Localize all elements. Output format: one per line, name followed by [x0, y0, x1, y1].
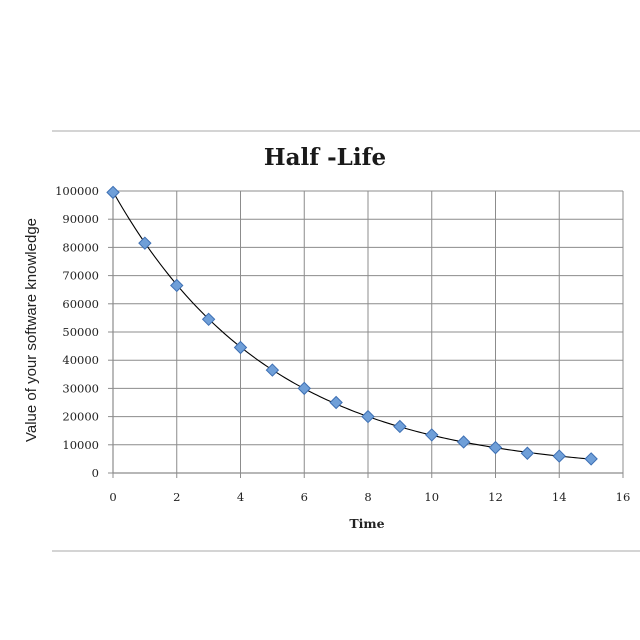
y-tick-label: 10000	[62, 438, 99, 452]
axes	[108, 190, 624, 478]
data-points	[106, 185, 598, 466]
x-tick-labels: 0 2 4 6 8 10 12 14 16	[109, 490, 630, 504]
data-point	[138, 236, 152, 250]
data-point	[170, 278, 184, 293]
trendline	[112, 191, 592, 460]
x-tick-label: 4	[237, 490, 244, 504]
data-point	[425, 428, 439, 442]
x-tick-label: 8	[364, 490, 371, 504]
x-axis-label: Time	[349, 516, 384, 531]
x-tick-label: 6	[301, 490, 308, 504]
x-tick-label: 2	[173, 490, 180, 504]
y-tick-label: 80000	[62, 240, 99, 254]
y-tick-label: 20000	[62, 410, 99, 424]
data-point	[297, 381, 311, 396]
y-tick-label: 70000	[62, 269, 99, 283]
x-tick-label: 12	[488, 490, 503, 504]
x-tick-label: 16	[616, 490, 631, 504]
x-tick-label: 14	[552, 490, 567, 504]
data-point	[393, 419, 407, 434]
data-point	[584, 452, 598, 466]
x-tick-label: 10	[424, 490, 439, 504]
y-tick-label: 0	[92, 466, 99, 480]
data-point	[106, 185, 120, 200]
y-tick-label: 40000	[62, 353, 99, 367]
y-tick-label: 50000	[62, 325, 99, 339]
grid-lines	[113, 190, 624, 473]
y-tick-label: 30000	[62, 381, 99, 395]
data-point	[329, 395, 343, 410]
x-tick-label: 0	[109, 490, 116, 504]
data-point	[488, 440, 503, 455]
exponential-trendline	[112, 191, 592, 460]
y-tick-label: 90000	[62, 212, 99, 226]
data-point	[552, 449, 566, 463]
data-point	[201, 312, 216, 327]
data-point	[520, 446, 535, 460]
data-point	[233, 340, 248, 355]
data-point	[456, 435, 471, 449]
y-tick-label: 60000	[62, 297, 99, 311]
y-tick-label: 100000	[55, 184, 99, 198]
y-axis-label: Value of your software knowledge	[23, 218, 40, 442]
chart-title: Half -Life	[264, 144, 386, 171]
data-point	[361, 409, 375, 424]
y-tick-labels: 0 10000 20000 30000 40000 50000 60000 70000 8000…	[55, 184, 99, 480]
data-point	[265, 363, 280, 377]
